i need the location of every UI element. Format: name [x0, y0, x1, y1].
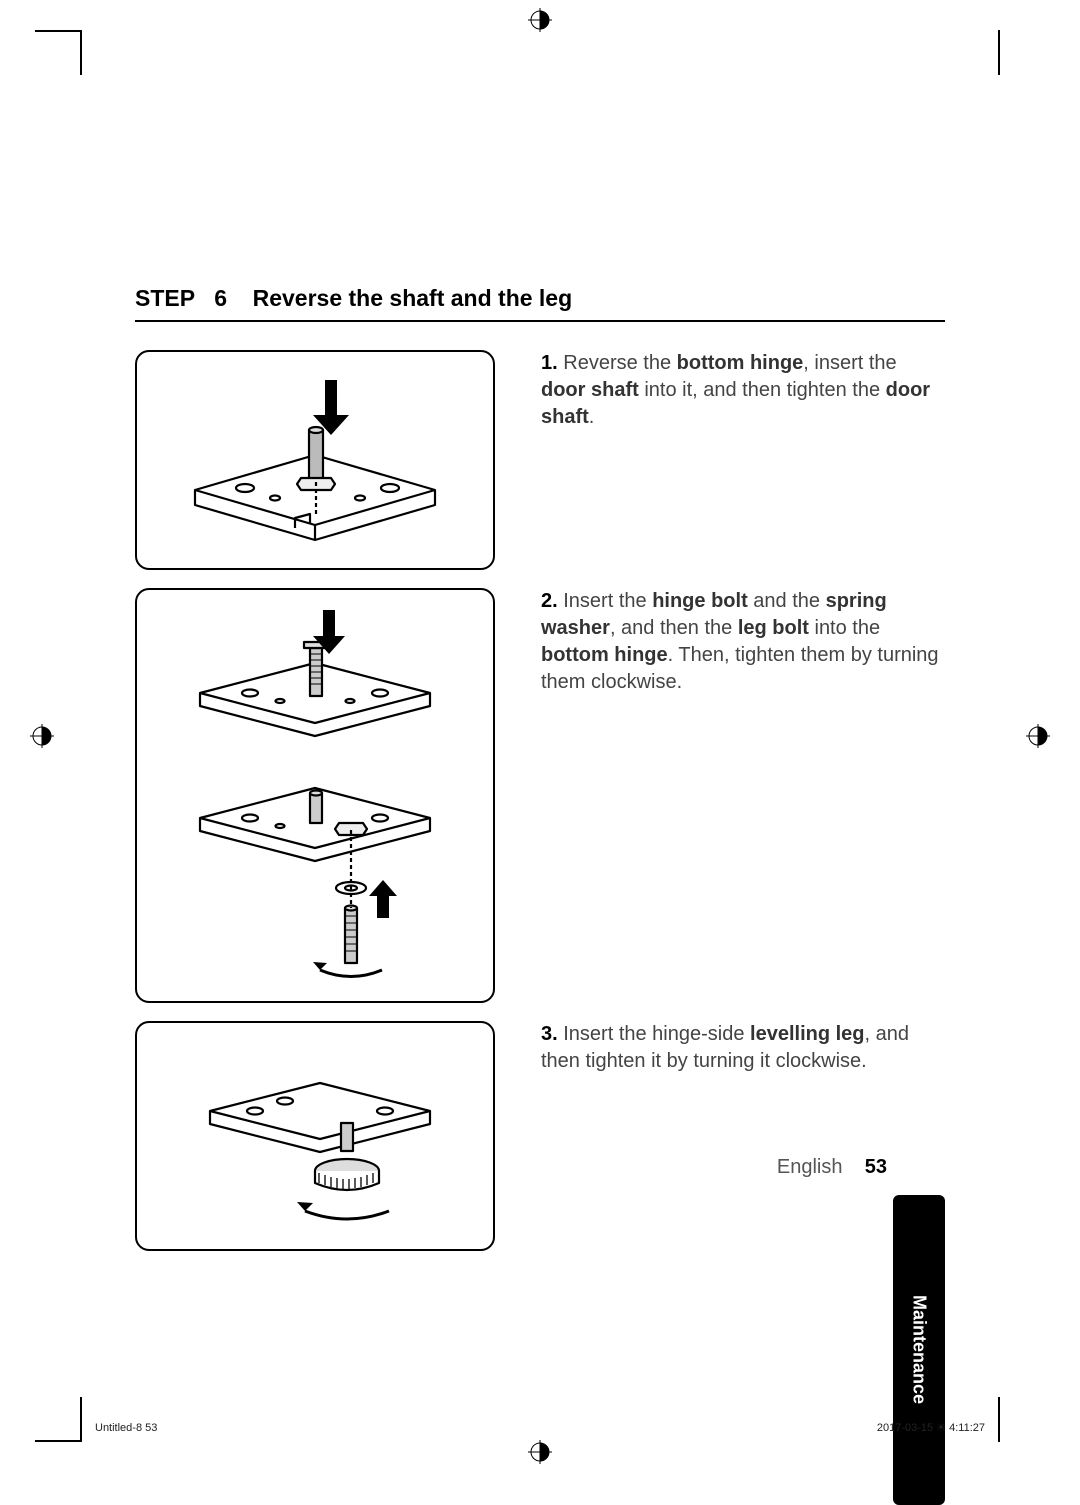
step-header: STEP 6 Reverse the shaft and the leg	[135, 285, 945, 322]
instruction-number: 1.	[541, 352, 558, 374]
instruction-number: 3.	[541, 1023, 558, 1045]
page-footer: English 53	[777, 1156, 887, 1179]
registration-mark-icon	[30, 724, 54, 748]
crop-mark	[998, 30, 1000, 75]
crop-mark	[998, 1397, 1000, 1442]
instruction-row: 1. Reverse the bottom hinge, insert the …	[135, 350, 945, 570]
instruction-number: 2.	[541, 590, 558, 612]
registration-mark-icon	[528, 8, 552, 32]
crop-mark	[35, 30, 80, 32]
language-label: English	[777, 1156, 843, 1178]
instruction-text: 1. Reverse the bottom hinge, insert the …	[495, 350, 945, 431]
section-tab: Maintenance	[893, 1195, 945, 1505]
figure-hinge-shaft	[135, 350, 495, 570]
section-tab-label: Maintenance	[909, 1295, 930, 1404]
registration-mark-icon	[1026, 724, 1050, 748]
step-prefix: STEP	[135, 285, 195, 311]
step-number: 6	[214, 285, 227, 311]
crop-mark	[80, 30, 82, 75]
page-content: STEP 6 Reverse the shaft and the leg	[135, 285, 945, 1269]
instruction-row: 3. Insert the hinge-side levelling leg, …	[135, 1021, 945, 1251]
crop-mark	[35, 1440, 80, 1442]
crop-mark	[80, 1397, 82, 1442]
step-title: Reverse the shaft and the leg	[253, 285, 573, 311]
page-number: 53	[865, 1156, 887, 1178]
doc-footer-left: Untitled-8 53	[95, 1422, 157, 1434]
figure-levelling-leg	[135, 1021, 495, 1251]
instruction-text: 2. Insert the hinge bolt and the spring …	[495, 588, 945, 696]
instruction-text: 3. Insert the hinge-side levelling leg, …	[495, 1021, 945, 1075]
doc-footer-right: 2017-03-15 ☀ 4:11:27	[877, 1421, 985, 1434]
instruction-row: 2. Insert the hinge bolt and the spring …	[135, 588, 945, 1003]
figure-hinge-bolt	[135, 588, 495, 1003]
registration-mark-icon	[528, 1440, 552, 1464]
